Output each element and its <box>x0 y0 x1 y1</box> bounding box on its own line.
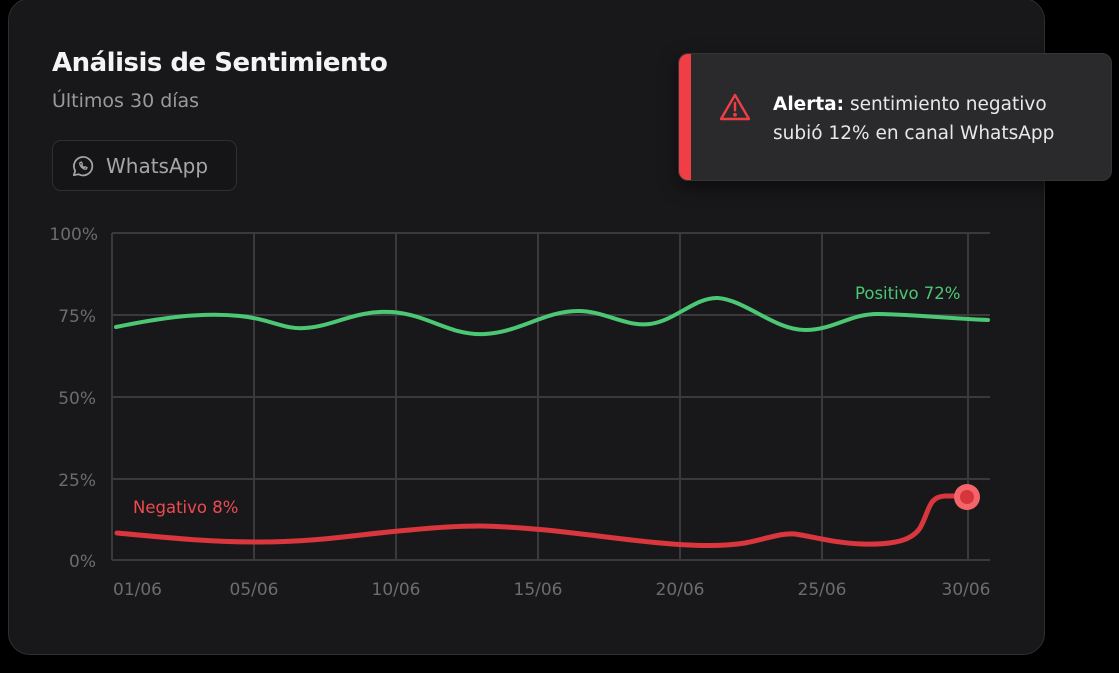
y-tick-label: 0% <box>69 552 96 572</box>
card-subtitle: Últimos 30 días <box>52 90 200 112</box>
alert-accent-bar <box>679 54 691 180</box>
positive-series-line <box>114 295 990 337</box>
y-tick-label: 100% <box>49 225 98 245</box>
x-tick-label: 15/06 <box>514 580 563 600</box>
warning-triangle-icon <box>719 93 751 121</box>
negative-series-label: Negativo 8% <box>133 498 238 517</box>
y-tick-label: 25% <box>58 471 96 491</box>
alert-banner: Alerta: sentimiento negativo subió 12% e… <box>678 53 1112 181</box>
alert-message: Alerta: sentimiento negativo subió 12% e… <box>773 90 1054 148</box>
y-tick-label: 75% <box>58 307 96 327</box>
alert-line-2: subió 12% en canal WhatsApp <box>773 123 1055 144</box>
x-tick-label: 20/06 <box>656 580 705 600</box>
channel-chip-label: WhatsApp <box>106 153 209 178</box>
whatsapp-icon <box>72 155 94 176</box>
channel-chip-whatsapp[interactable]: WhatsApp <box>52 140 237 191</box>
negative-series-line <box>114 493 969 549</box>
negative-latest-marker-core <box>960 490 974 504</box>
x-tick-label: 05/06 <box>230 580 279 600</box>
x-tick-label: 25/06 <box>798 580 847 600</box>
x-tick-label: 01/06 <box>113 580 162 600</box>
x-tick-label: 30/06 <box>942 580 991 600</box>
alert-label: Alerta: <box>773 94 845 115</box>
alert-line-1: sentimiento negativo <box>844 94 1047 115</box>
card-title: Análisis de Sentimiento <box>52 48 388 78</box>
positive-series-label: Positivo 72% <box>855 284 960 303</box>
y-tick-label: 50% <box>58 389 96 409</box>
x-tick-label: 10/06 <box>372 580 421 600</box>
chart-grid <box>111 232 990 561</box>
